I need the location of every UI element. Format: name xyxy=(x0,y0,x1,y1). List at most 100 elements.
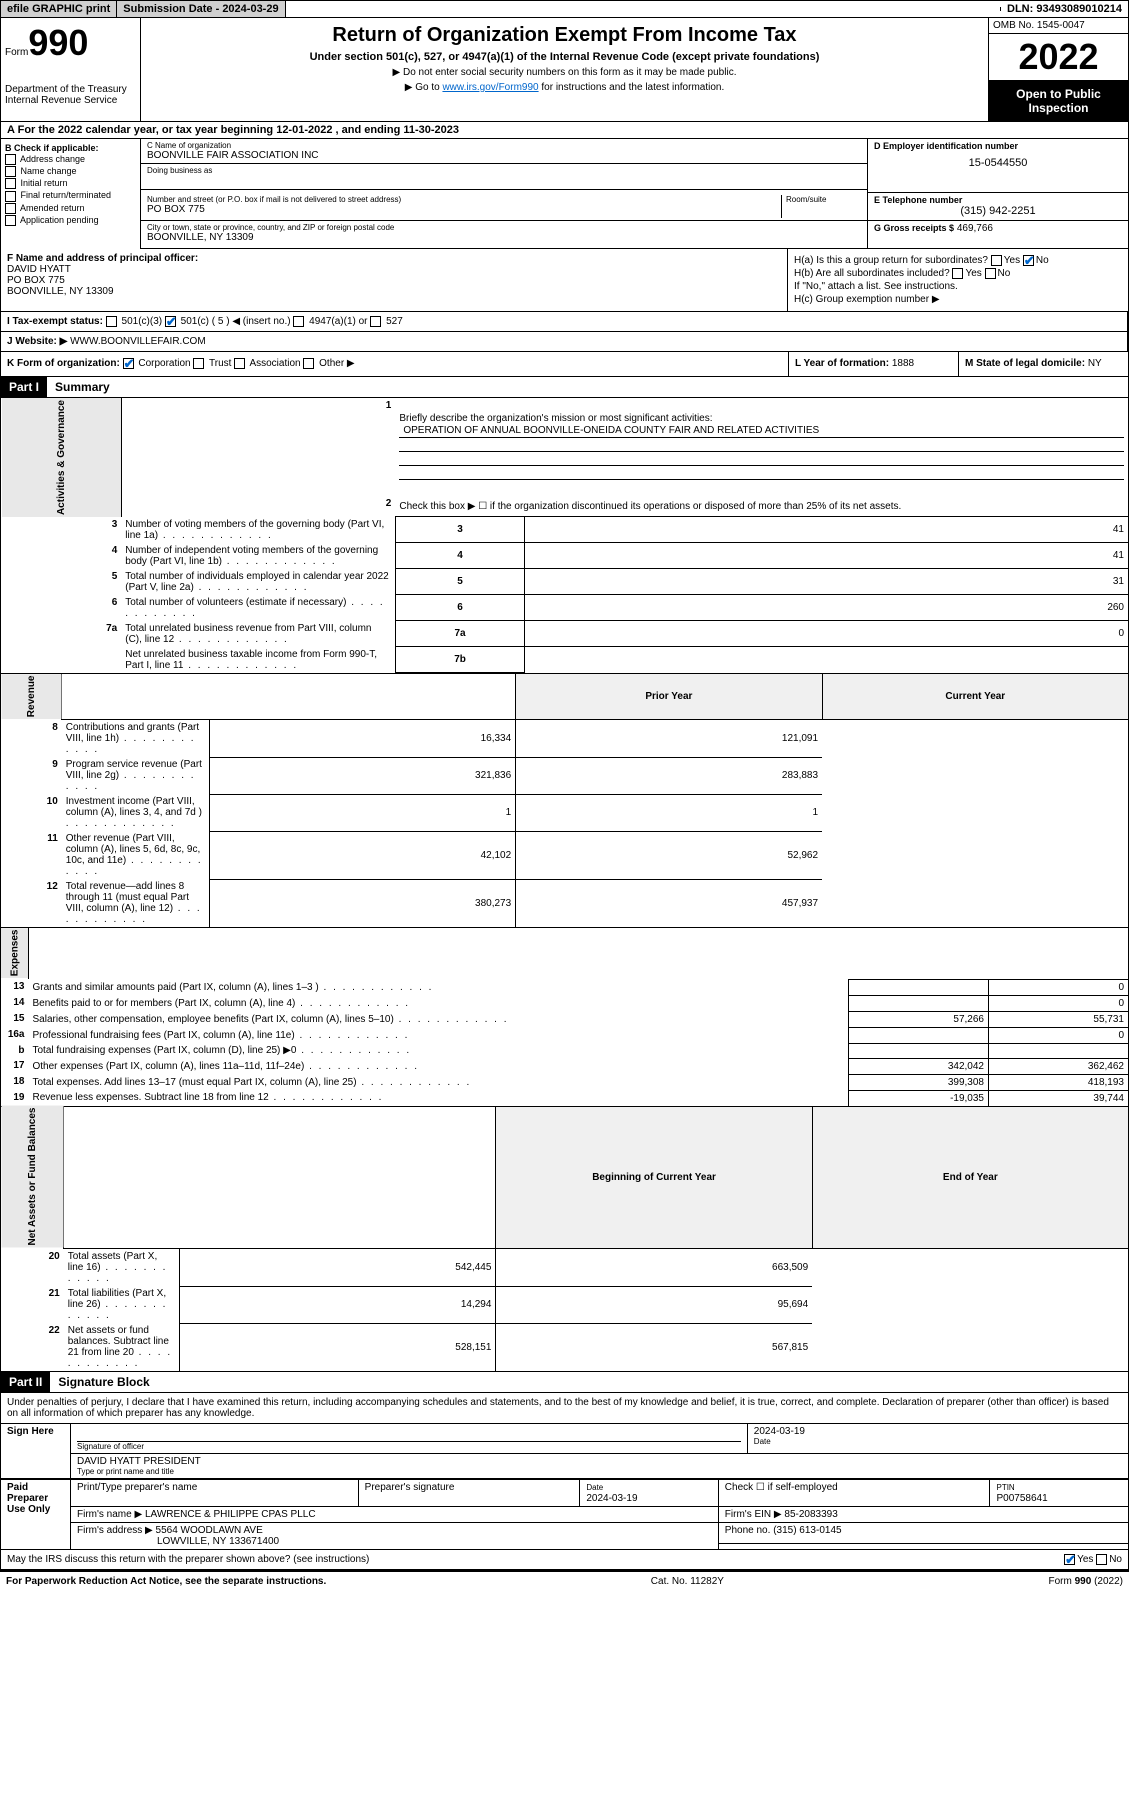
hb-no-checkbox[interactable] xyxy=(985,268,996,279)
table-row: bTotal fundraising expenses (Part IX, co… xyxy=(1,1043,1129,1058)
ha-yes-checkbox[interactable] xyxy=(991,255,1002,266)
spacer xyxy=(286,7,1001,11)
submission-date: Submission Date - 2024-03-29 xyxy=(117,1,285,17)
table-row: 12Total revenue—add lines 8 through 11 (… xyxy=(1,879,1129,927)
phone: (315) 942-2251 xyxy=(874,205,1122,217)
street-address: PO BOX 775 xyxy=(147,204,781,215)
officer-name-title: DAVID HYATT PRESIDENT xyxy=(77,1456,1122,1467)
open-public: Open to Public Inspection xyxy=(989,81,1128,121)
501c3-checkbox[interactable] xyxy=(106,316,117,327)
table-row: 13Grants and similar amounts paid (Part … xyxy=(1,979,1129,995)
preparer-table: Paid Preparer Use Only Print/Type prepar… xyxy=(0,1479,1129,1550)
klm-section: K Form of organization: Corporation Trus… xyxy=(0,352,1129,376)
year-formation: 1888 xyxy=(892,358,914,369)
omb-number: OMB No. 1545-0047 xyxy=(989,18,1128,34)
address-change-checkbox[interactable] xyxy=(5,154,16,165)
final-return-checkbox[interactable] xyxy=(5,191,16,202)
form-instr-2: ▶ Go to www.irs.gov/Form990 for instruct… xyxy=(147,82,982,93)
firm-addr2: LOWVILLE, NY 133671400 xyxy=(157,1536,279,1547)
table-row: 21Total liabilities (Part X, line 26)14,… xyxy=(1,1286,1129,1323)
table-row: 15Salaries, other compensation, employee… xyxy=(1,1011,1129,1027)
j-section: J Website: ▶ WWW.BOONVILLEFAIR.COM xyxy=(0,332,1129,352)
table-row: 3Number of voting members of the governi… xyxy=(1,517,1129,543)
corp-checkbox[interactable] xyxy=(123,358,134,369)
ptin: P00758641 xyxy=(996,1493,1047,1504)
table-row: 11Other revenue (Part VIII, column (A), … xyxy=(1,831,1129,879)
table-row: 4Number of independent voting members of… xyxy=(1,543,1129,569)
name-change-checkbox[interactable] xyxy=(5,166,16,177)
assoc-checkbox[interactable] xyxy=(234,358,245,369)
table-row: Net unrelated business taxable income fr… xyxy=(1,647,1129,673)
trust-checkbox[interactable] xyxy=(193,358,204,369)
501c-checkbox[interactable] xyxy=(165,316,176,327)
amended-return-checkbox[interactable] xyxy=(5,203,16,214)
footer: For Paperwork Reduction Act Notice, see … xyxy=(0,1570,1129,1591)
table-row: 10Investment income (Part VIII, column (… xyxy=(1,794,1129,831)
table-row: 8Contributions and grants (Part VIII, li… xyxy=(1,720,1129,758)
part-ii-header: Part II Signature Block xyxy=(0,1372,1129,1393)
form-instr-1: ▶ Do not enter social security numbers o… xyxy=(147,67,982,78)
sig-date: 2024-03-19 xyxy=(754,1426,1122,1437)
hb-yes-checkbox[interactable] xyxy=(952,268,963,279)
revenue-table: Revenue Prior Year Current Year 8Contrib… xyxy=(0,673,1129,927)
gov-label: Activities & Governance xyxy=(1,398,122,517)
section-b: B Check if applicable: Address change Na… xyxy=(1,139,141,249)
form-number: 990 xyxy=(28,22,88,63)
irs-link[interactable]: www.irs.gov/Form990 xyxy=(442,82,538,93)
officer-street: PO BOX 775 xyxy=(7,275,781,286)
firm-ein: 85-2083393 xyxy=(784,1509,837,1520)
table-row: 20Total assets (Part X, line 16)542,4456… xyxy=(1,1249,1129,1287)
ein: 15-0544550 xyxy=(874,157,1122,169)
expenses-table: Expenses 13Grants and similar amounts pa… xyxy=(0,927,1129,1105)
discuss-row: May the IRS discuss this return with the… xyxy=(0,1550,1129,1570)
table-row: 9Program service revenue (Part VIII, lin… xyxy=(1,757,1129,794)
officer-name: DAVID HYATT xyxy=(7,264,781,275)
527-checkbox[interactable] xyxy=(370,316,381,327)
form-subtitle: Under section 501(c), 527, or 4947(a)(1)… xyxy=(147,51,982,63)
dln: DLN: 93493089010214 xyxy=(1001,1,1128,17)
org-name: BOONVILLE FAIR ASSOCIATION INC xyxy=(147,150,861,161)
gross-receipts: 469,766 xyxy=(957,223,993,234)
mission-text: OPERATION OF ANNUAL BOONVILLE-ONEIDA COU… xyxy=(399,424,1124,438)
info-grid: B Check if applicable: Address change Na… xyxy=(0,139,1129,249)
website: WWW.BOONVILLEFAIR.COM xyxy=(70,336,206,347)
form-title: Return of Organization Exempt From Incom… xyxy=(147,24,982,47)
ha-no-checkbox[interactable] xyxy=(1023,255,1034,266)
table-row: 5Total number of individuals employed in… xyxy=(1,569,1129,595)
initial-return-checkbox[interactable] xyxy=(5,178,16,189)
part-i-header: Part I Summary xyxy=(0,377,1129,398)
table-row: 16aProfessional fundraising fees (Part I… xyxy=(1,1027,1129,1043)
signature-table: Sign Here Signature of officer 2024-03-1… xyxy=(0,1423,1129,1479)
table-row: 14Benefits paid to or for members (Part … xyxy=(1,995,1129,1011)
table-row: 7aTotal unrelated business revenue from … xyxy=(1,621,1129,647)
firm-addr1: 5564 WOODLAWN AVE xyxy=(156,1525,263,1536)
efile-button[interactable]: efile GRAPHIC print xyxy=(1,1,117,17)
table-row: 17Other expenses (Part IX, column (A), l… xyxy=(1,1058,1129,1074)
table-row: 19Revenue less expenses. Subtract line 1… xyxy=(1,1090,1129,1106)
form-label: Form xyxy=(5,47,28,58)
prep-date: 2024-03-19 xyxy=(586,1493,637,1504)
top-bar: efile GRAPHIC print Submission Date - 20… xyxy=(0,0,1129,18)
tax-year: 2022 xyxy=(989,34,1128,81)
application-pending-checkbox[interactable] xyxy=(5,215,16,226)
form-header: Form990 Department of the Treasury Inter… xyxy=(0,18,1129,122)
4947a1-checkbox[interactable] xyxy=(293,316,304,327)
discuss-yes-checkbox[interactable] xyxy=(1064,1554,1075,1565)
department: Department of the Treasury Internal Reve… xyxy=(5,84,136,106)
sig-intro: Under penalties of perjury, I declare th… xyxy=(0,1393,1129,1423)
state-domicile: NY xyxy=(1088,358,1102,369)
discuss-no-checkbox[interactable] xyxy=(1096,1554,1107,1565)
table-row: 22Net assets or fund balances. Subtract … xyxy=(1,1323,1129,1372)
fh-section: F Name and address of principal officer:… xyxy=(0,249,1129,312)
other-checkbox[interactable] xyxy=(303,358,314,369)
tax-period: A For the 2022 calendar year, or tax yea… xyxy=(0,122,1129,139)
table-row: 18Total expenses. Add lines 13–17 (must … xyxy=(1,1074,1129,1090)
netassets-table: Net Assets or Fund Balances Beginning of… xyxy=(0,1106,1129,1373)
firm-name: LAWRENCE & PHILIPPE CPAS PLLC xyxy=(145,1509,316,1520)
i-section: I Tax-exempt status: 501(c)(3) 501(c) ( … xyxy=(0,312,1129,332)
firm-phone: (315) 613-0145 xyxy=(773,1525,841,1536)
table-row: 6Total number of volunteers (estimate if… xyxy=(1,595,1129,621)
officer-city: BOONVILLE, NY 13309 xyxy=(7,286,781,297)
summary-table: Activities & Governance 1 Briefly descri… xyxy=(0,398,1129,674)
city-state-zip: BOONVILLE, NY 13309 xyxy=(147,232,861,243)
